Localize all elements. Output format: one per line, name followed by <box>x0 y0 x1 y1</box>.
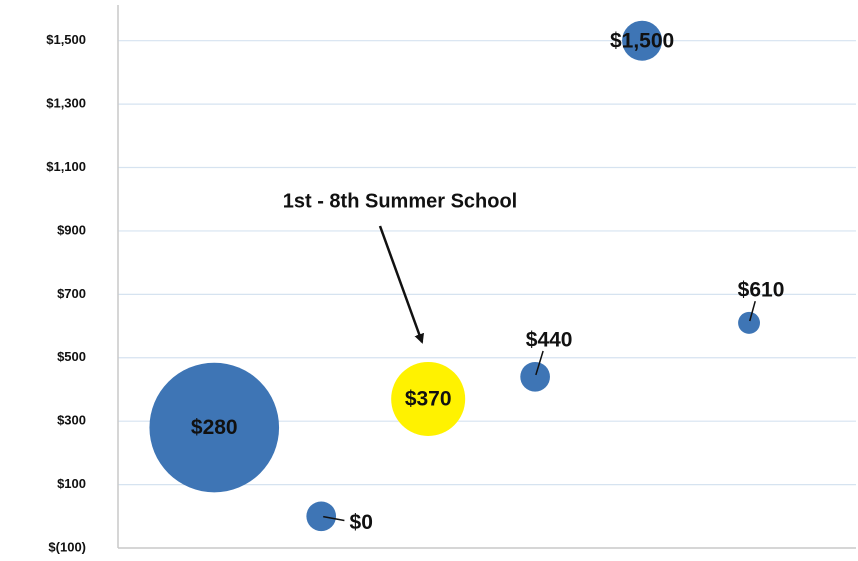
leader-line <box>749 300 756 322</box>
y-tick-label: $1,100 <box>46 159 86 174</box>
data-label: $370 <box>405 388 452 411</box>
bubbles: $280 $0 $370 $440 $1,500 $610 <box>149 20 785 534</box>
y-tick-label: $900 <box>57 222 86 237</box>
data-label: $280 <box>191 416 238 439</box>
y-tick-label: $(100) <box>48 539 86 554</box>
y-tick-label: $300 <box>57 413 86 428</box>
y-tick-label: $700 <box>57 286 86 301</box>
data-label: $1,500 <box>610 29 674 52</box>
bubble <box>738 311 760 334</box>
data-label: $0 <box>350 511 373 534</box>
y-tick-label: $1,500 <box>46 32 86 47</box>
annotation-arrow <box>378 225 424 344</box>
data-label: $440 <box>526 328 573 351</box>
bubble <box>391 361 466 436</box>
leader-line <box>323 515 345 522</box>
y-tick-label: $1,300 <box>46 96 86 111</box>
y-tick-label: $100 <box>57 476 86 491</box>
bubble <box>622 20 663 61</box>
bubble <box>149 362 280 493</box>
y-tick-label: $500 <box>57 349 86 364</box>
data-label: $610 <box>738 278 785 301</box>
annotation: 1st - 8th Summer School <box>283 190 518 212</box>
leader-line <box>535 350 544 376</box>
bubble <box>520 361 550 392</box>
bubble <box>306 501 337 532</box>
